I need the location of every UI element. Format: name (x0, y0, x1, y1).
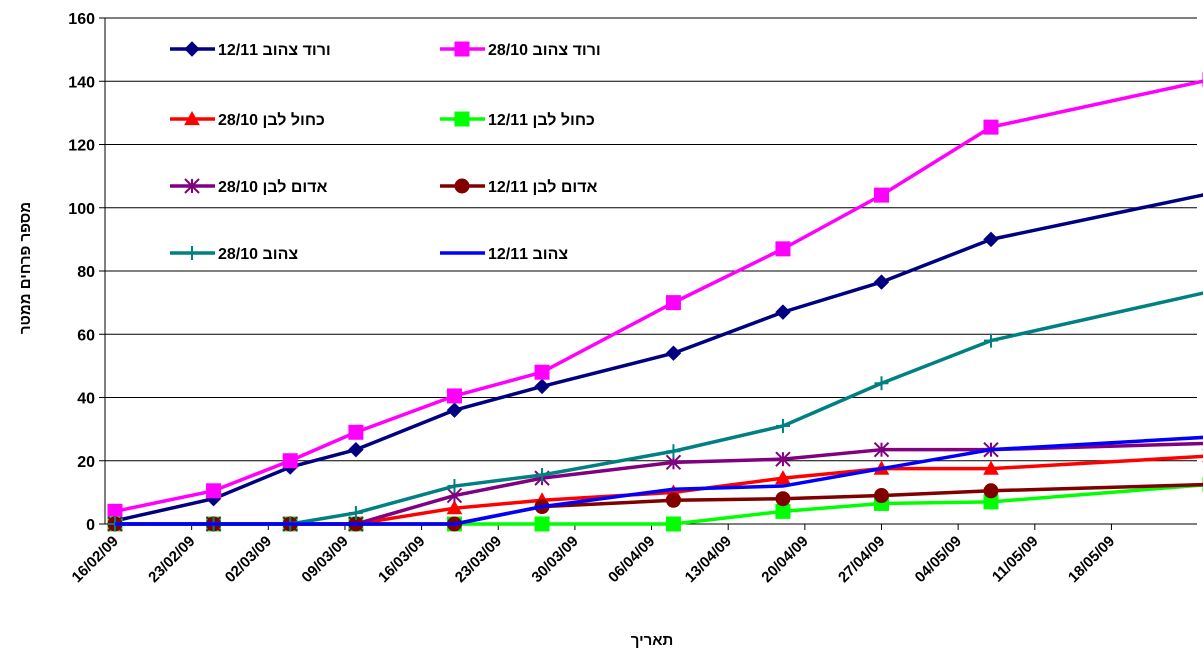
x-tick-label: 11/05/09 (989, 533, 1042, 586)
series-point (454, 111, 470, 127)
series-point (206, 483, 222, 499)
series-line (114, 193, 1203, 523)
y-tick-label: 80 (77, 264, 95, 281)
legend-item: אדום לבן 28/10 (170, 178, 328, 196)
y-tick-label: 160 (68, 11, 95, 28)
series-point (775, 470, 791, 485)
legend-label: צהוב 12/11 (488, 246, 568, 263)
series-point (873, 441, 890, 458)
legend-label: אדום לבן 12/11 (488, 178, 598, 196)
series-point (666, 444, 681, 459)
series-lines (107, 72, 1203, 532)
legend-label: ורוד צהוב 12/11 (218, 42, 331, 59)
series-point (447, 479, 462, 494)
series-point (282, 453, 298, 469)
series-point (535, 467, 550, 482)
series-line (115, 435, 1203, 526)
series-point (775, 491, 791, 507)
legend-item: ורוד צהוב 12/11 (170, 41, 331, 59)
series-point (775, 451, 791, 467)
x-tick-label: 16/02/09 (69, 533, 122, 586)
series-point (665, 295, 681, 311)
series-point (534, 516, 550, 532)
series-point (534, 364, 550, 380)
x-tick-label: 30/03/09 (528, 533, 581, 586)
series-point (983, 460, 999, 475)
x-tick-label: 18/05/09 (1065, 533, 1118, 586)
series-point (983, 231, 999, 248)
y-axis-label: מספר פרחים ממטר (17, 202, 34, 334)
x-tick-label: 20/04/09 (758, 533, 811, 586)
legend-item: צהוב 12/11 (440, 246, 568, 263)
series-point (534, 378, 550, 395)
legend: ורוד צהוב 12/11 ורוד צהוב 28/10 כחול לבן 2… (170, 41, 601, 263)
x-tick-label: 09/03/09 (298, 533, 351, 586)
series-point (874, 376, 889, 391)
series-point (775, 503, 791, 519)
legend-label: ורוד צהוב 28/10 (488, 42, 601, 59)
y-tick-label: 60 (77, 327, 95, 344)
series-point (665, 516, 681, 532)
x-axis-label: תאריך (631, 632, 674, 649)
x-tick-label: 13/04/09 (682, 533, 735, 586)
series-point (446, 402, 463, 418)
legend-item: כחול לבן 28/10 (170, 110, 325, 129)
series-point (983, 483, 999, 499)
series-point (665, 492, 681, 508)
legend-item: כחול לבן 12/11 (440, 111, 595, 129)
y-tick-label: 0 (86, 517, 95, 534)
series-point (454, 41, 470, 57)
x-tick-labels: 16/02/09 23/02/09 02/03/09 09/03/09 16/03/09… (69, 533, 1119, 586)
series-point (874, 488, 889, 504)
series-point (983, 119, 999, 135)
x-tick-label: 23/03/09 (452, 533, 505, 586)
legend-label: צהוב 28/10 (218, 246, 298, 263)
x-tick-label: 02/03/09 (222, 533, 275, 586)
y-tick-labels: 0 20 40 60 80 100 120 140 160 (68, 11, 95, 534)
x-tick-label: 04/05/09 (912, 533, 965, 586)
series-point (984, 333, 998, 348)
series-point (348, 424, 364, 440)
series-point (348, 505, 363, 520)
x-tick-label: 06/04/09 (605, 533, 658, 586)
series-0 (107, 192, 1203, 529)
y-tick-label: 20 (77, 454, 95, 471)
series-point (665, 345, 682, 361)
axes (99, 17, 1197, 530)
y-tick-label: 100 (68, 201, 95, 218)
legend-item: ורוד צהוב 28/10 (440, 41, 601, 59)
series-point (874, 187, 889, 203)
series-point (446, 500, 463, 515)
series-point (775, 304, 791, 320)
series-2 (107, 454, 1203, 531)
legend-label: כחול לבן 12/11 (488, 111, 595, 129)
series-point (184, 178, 200, 194)
y-tick-label: 40 (77, 391, 95, 408)
series-line (114, 79, 1203, 514)
series-point (775, 241, 791, 257)
series-point (446, 388, 462, 404)
y-tick-label: 120 (68, 138, 95, 155)
legend-item: צהוב 28/10 (170, 246, 298, 263)
series-point (775, 418, 790, 433)
series-point (873, 274, 890, 290)
series-point (184, 41, 200, 57)
series-line (115, 454, 1203, 526)
series-point (185, 246, 199, 260)
legend-label: אדום לבן 28/10 (218, 178, 328, 196)
gridlines (105, 17, 1197, 462)
legend-label: כחול לבן 28/10 (218, 111, 325, 129)
series-point (348, 441, 364, 458)
y-tick-label: 140 (68, 74, 95, 91)
legend-item: אדום לבן 12/11 (440, 178, 598, 196)
series-point (184, 110, 200, 126)
series-7 (115, 435, 1203, 526)
x-tick-label: 27/04/09 (835, 533, 888, 586)
x-tick-label: 16/03/09 (375, 533, 428, 586)
series-point (454, 178, 470, 194)
series-4 (107, 436, 1203, 532)
x-tick-label: 23/02/09 (145, 533, 198, 586)
series-1 (107, 72, 1203, 519)
